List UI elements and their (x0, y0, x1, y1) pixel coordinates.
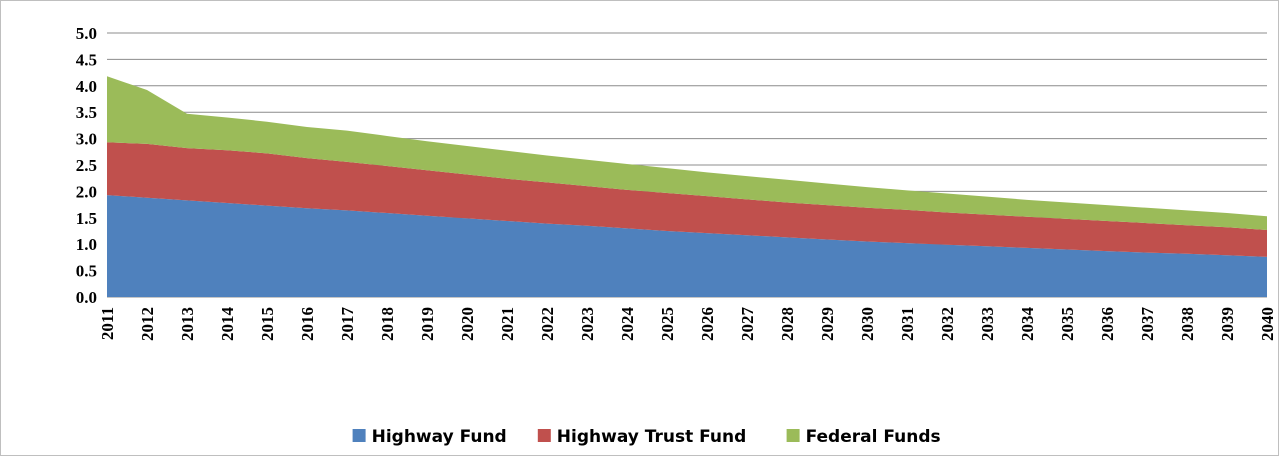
x-tick-label: 2012 (138, 307, 157, 341)
y-tick-label: 5.0 (76, 24, 97, 43)
area (107, 76, 1267, 230)
y-tick-label: 4.0 (76, 77, 97, 96)
legend: Highway Fund Highway Trust Fund Federal Fu… (352, 427, 941, 447)
x-tick-label: 2035 (1058, 307, 1077, 341)
x-tick-label: 2013 (178, 307, 197, 341)
x-tick-label: 2022 (538, 307, 557, 341)
y-tick-label: 0.0 (76, 288, 97, 307)
x-tick-label: 2033 (978, 307, 997, 341)
y-tick-label: 1.0 (76, 235, 97, 254)
area (107, 195, 1267, 297)
x-tick-label: 2019 (418, 307, 437, 341)
x-tick-label: 2028 (778, 307, 797, 341)
x-tick-label: 2014 (218, 307, 237, 342)
y-tick-label: 0.5 (76, 262, 97, 281)
y-tick-label: 2.0 (76, 182, 97, 201)
legend-swatch (537, 429, 551, 442)
x-tick-label: 2040 (1258, 307, 1277, 341)
legend-swatch (352, 429, 366, 442)
x-tick-label: 2037 (1138, 307, 1157, 342)
x-tick-label: 2024 (618, 307, 637, 342)
legend-label: Federal Funds (806, 427, 941, 447)
x-tick-label: 2032 (938, 307, 957, 341)
x-tick-label: 2039 (1218, 307, 1237, 341)
area (107, 142, 1267, 257)
legend-label: Highway Fund (372, 427, 507, 447)
x-tick-label: 2016 (298, 307, 317, 341)
x-tick-label: 2027 (738, 307, 757, 342)
x-tick-label: 2011 (98, 307, 117, 340)
x-tick-label: 2023 (578, 307, 597, 341)
y-tick-label: 3.0 (76, 130, 97, 149)
x-tick-label: 2026 (698, 307, 717, 341)
y-tick-label: 3.5 (76, 103, 97, 122)
x-tick-label: 2021 (498, 307, 517, 341)
legend-label: Highway Trust Fund (557, 427, 747, 447)
legend-swatch (786, 429, 800, 442)
y-tick-label: 1.5 (76, 209, 97, 228)
x-tick-label: 2017 (338, 307, 357, 342)
y-tick-label: 4.5 (76, 50, 97, 69)
x-tick-label: 2034 (1018, 307, 1037, 342)
x-tick-label: 2029 (818, 307, 837, 341)
x-tick-label: 2030 (858, 307, 877, 341)
x-tick-label: 2038 (1178, 307, 1197, 341)
x-tick-label: 2036 (1098, 307, 1117, 341)
x-tick-label: 2020 (458, 307, 477, 341)
y-tick-label: 2.5 (76, 156, 97, 175)
x-tick-label: 2018 (378, 307, 397, 341)
x-tick-label: 2025 (658, 307, 677, 341)
x-tick-label: 2015 (258, 307, 277, 341)
x-tick-label: 2031 (898, 307, 917, 341)
